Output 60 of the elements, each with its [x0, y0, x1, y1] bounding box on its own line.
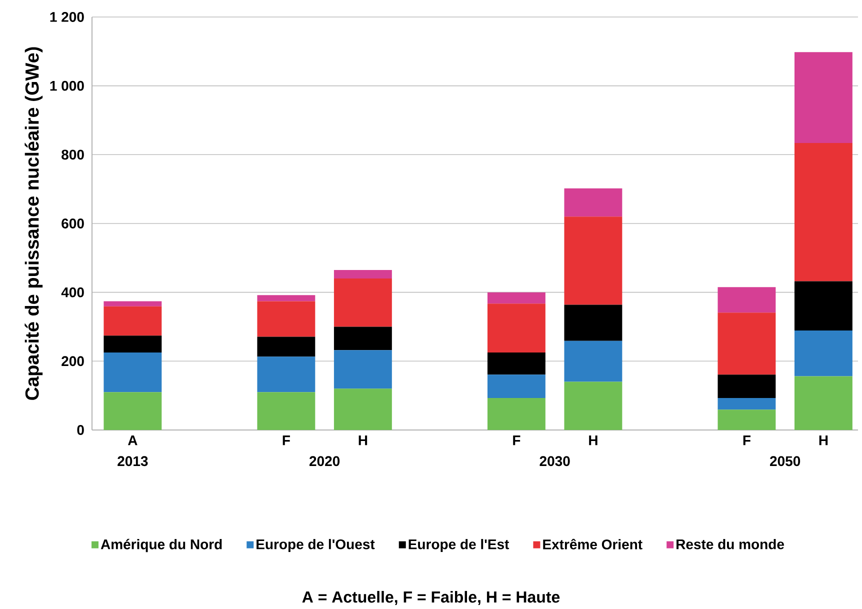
bar	[334, 270, 392, 279]
y-tick-label: 600	[62, 218, 84, 228]
legend-label: Reste du monde	[676, 538, 784, 550]
bar	[257, 301, 316, 337]
bar	[104, 336, 162, 353]
bar	[794, 376, 852, 430]
bar	[104, 352, 162, 392]
text: 2013	[118, 456, 148, 466]
bar	[564, 188, 622, 217]
x-tick-label: F	[282, 436, 290, 446]
bar	[564, 382, 622, 430]
bar	[334, 388, 392, 430]
bar	[257, 392, 316, 430]
bar	[104, 392, 162, 430]
x-tick-label: H	[819, 436, 828, 446]
bar	[257, 295, 316, 302]
bar	[794, 142, 852, 282]
bar	[794, 52, 852, 143]
bar	[564, 304, 622, 341]
x-tick-label: A	[128, 436, 138, 446]
bar	[257, 336, 316, 357]
text: 2030	[540, 456, 570, 466]
bar	[334, 350, 392, 389]
bar	[564, 216, 622, 305]
bar	[718, 312, 776, 375]
bar	[487, 374, 546, 398]
legend-label: Europe de l'Est	[408, 538, 510, 552]
bar	[718, 398, 776, 410]
text: 2050	[770, 456, 800, 466]
bar	[794, 281, 852, 331]
bar	[564, 340, 622, 382]
y-tick-label: 1 000	[50, 80, 84, 91]
bar	[718, 410, 776, 430]
x-tick-label: H	[589, 436, 598, 446]
legend-label: Extrême Orient	[543, 538, 642, 550]
bar	[487, 292, 546, 304]
bar	[104, 301, 162, 306]
bar	[104, 306, 162, 336]
y-tick-label: 1 200	[50, 12, 84, 22]
text: 2020	[309, 456, 340, 466]
x-tick-label: F	[513, 436, 520, 446]
bar	[794, 330, 852, 376]
x-tick-label: H	[358, 436, 368, 446]
y-tick-label: 800	[62, 150, 84, 160]
bar	[718, 287, 776, 313]
y-tick-label: 200	[62, 356, 84, 366]
bar	[334, 278, 392, 327]
legend-label: Amérique du Nord	[100, 538, 222, 552]
bar	[718, 374, 776, 398]
y-axis-title: Capacité de puissance nucléaire (GWe)	[24, 47, 43, 400]
x-tick-label: F	[743, 436, 750, 446]
bar	[487, 352, 546, 375]
y-tick-label: 0	[77, 425, 84, 435]
bar	[334, 326, 392, 350]
bar	[487, 304, 546, 353]
legend-label: Europe de l'Ouest	[256, 538, 375, 552]
bar	[487, 398, 546, 430]
bar	[257, 356, 316, 392]
y-tick-label: 400	[61, 287, 84, 298]
text: A = Actuelle, F = Faible, H = Haute	[302, 590, 560, 606]
